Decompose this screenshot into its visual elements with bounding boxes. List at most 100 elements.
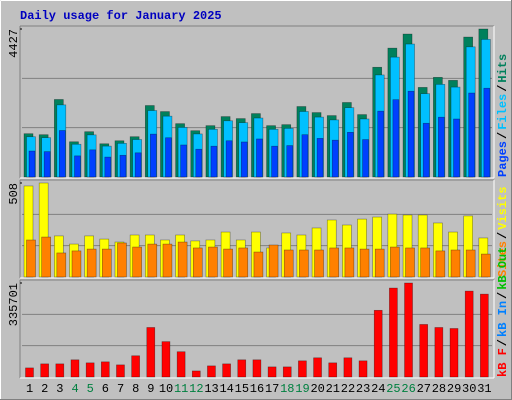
bar bbox=[102, 248, 112, 278]
bar bbox=[465, 249, 476, 278]
bar bbox=[28, 150, 36, 178]
bar bbox=[283, 249, 294, 278]
x-tick-label: 13 bbox=[204, 382, 218, 396]
bar bbox=[104, 156, 112, 178]
bar bbox=[176, 351, 186, 378]
x-tick-label: 6 bbox=[102, 382, 109, 396]
bar bbox=[26, 239, 36, 278]
bar bbox=[180, 144, 187, 178]
bar bbox=[85, 362, 95, 378]
bar bbox=[358, 360, 368, 378]
bar bbox=[256, 138, 263, 178]
bar bbox=[117, 242, 127, 278]
bar bbox=[162, 243, 173, 278]
bar bbox=[147, 243, 158, 278]
bar bbox=[314, 249, 324, 278]
x-tick-label: 29 bbox=[447, 382, 461, 396]
bar bbox=[165, 137, 172, 178]
x-tick-label: 2 bbox=[41, 382, 48, 396]
bar bbox=[252, 359, 262, 378]
x-tick-label: 26 bbox=[401, 382, 415, 396]
bar bbox=[480, 293, 489, 378]
bar bbox=[453, 118, 460, 178]
bar bbox=[347, 132, 354, 178]
legend: kB F / kB In / kB Out bbox=[496, 247, 510, 377]
x-tick-label: 20 bbox=[310, 382, 324, 396]
legend-entry: Files bbox=[496, 94, 510, 130]
bar bbox=[331, 139, 339, 178]
bar bbox=[43, 151, 51, 178]
legend-separator: / bbox=[496, 232, 510, 239]
bar bbox=[40, 363, 49, 378]
bar bbox=[282, 366, 292, 378]
x-tick-label: 17 bbox=[265, 382, 279, 396]
bar bbox=[377, 110, 385, 178]
bar bbox=[344, 247, 355, 278]
bar bbox=[74, 155, 81, 178]
bar bbox=[208, 246, 218, 278]
x-tick-label: 22 bbox=[341, 382, 355, 396]
legend-separator: / bbox=[496, 132, 510, 139]
bar bbox=[373, 309, 383, 378]
bar bbox=[483, 87, 491, 178]
bar bbox=[116, 364, 125, 378]
y-tick-label: 4427 bbox=[7, 29, 21, 58]
legend-entry: kB Out bbox=[496, 247, 510, 290]
bar bbox=[222, 363, 231, 378]
x-tick-label: 12 bbox=[189, 382, 203, 396]
bar bbox=[41, 236, 51, 278]
bar bbox=[146, 327, 156, 378]
x-tick-label: 5 bbox=[87, 382, 94, 396]
x-tick-label: 1 bbox=[26, 382, 33, 396]
bar bbox=[362, 139, 369, 178]
bar bbox=[301, 134, 309, 178]
bar bbox=[449, 328, 459, 378]
bar bbox=[56, 252, 67, 278]
bar bbox=[132, 246, 142, 278]
bar bbox=[328, 362, 338, 378]
x-tick-label: 9 bbox=[147, 382, 154, 396]
bar bbox=[286, 145, 294, 178]
bar bbox=[253, 251, 264, 278]
x-tick-label: 10 bbox=[159, 382, 173, 396]
legend-entry: Hits bbox=[496, 54, 510, 83]
bar bbox=[191, 370, 201, 378]
x-tick-label: 28 bbox=[432, 382, 446, 396]
bar bbox=[407, 90, 415, 178]
y-tick-label: 335701 bbox=[7, 283, 21, 326]
bar bbox=[119, 154, 127, 178]
x-tick-label: 16 bbox=[250, 382, 264, 396]
bar bbox=[59, 130, 66, 178]
bar bbox=[438, 116, 445, 178]
x-tick-label: 14 bbox=[219, 382, 233, 396]
bar bbox=[238, 247, 249, 278]
legend: Sites / Visits bbox=[496, 187, 510, 277]
bar bbox=[389, 287, 398, 378]
bar bbox=[329, 247, 340, 278]
x-tick-label: 31 bbox=[477, 382, 491, 396]
bar bbox=[267, 366, 277, 378]
legend-entry: Sites bbox=[496, 241, 510, 277]
bar bbox=[316, 138, 324, 178]
legend-separator: / bbox=[496, 85, 510, 92]
x-tick-label: 11 bbox=[174, 382, 188, 396]
bar bbox=[434, 327, 444, 378]
legend-entry: Pages bbox=[496, 141, 510, 177]
bar bbox=[161, 341, 171, 378]
bar bbox=[89, 149, 96, 178]
bar bbox=[404, 282, 413, 378]
legend-entry: kB In bbox=[496, 301, 510, 337]
x-tick-label: 8 bbox=[132, 382, 139, 396]
legend: Pages / Files / Hits bbox=[496, 54, 510, 177]
bar bbox=[70, 359, 80, 378]
bar bbox=[177, 241, 188, 278]
bar bbox=[223, 248, 233, 278]
bar bbox=[149, 133, 157, 178]
bar bbox=[299, 249, 309, 278]
bar bbox=[359, 248, 370, 278]
bar bbox=[390, 246, 400, 278]
bar bbox=[298, 360, 307, 378]
bar bbox=[374, 248, 385, 278]
bar bbox=[71, 250, 82, 278]
bar bbox=[210, 145, 218, 178]
